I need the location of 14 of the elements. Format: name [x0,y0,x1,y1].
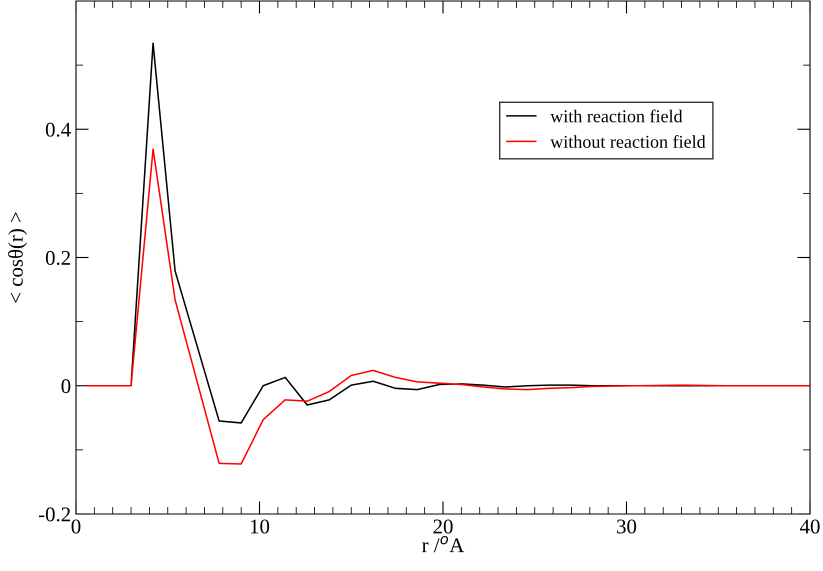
y-tick-label: 0.2 [46,250,70,266]
y-tick-label: 0 [62,379,70,394]
legend-label: without reaction field [550,135,706,148]
y-axis-title: < cosθ(r) > [8,212,28,303]
y-tick-label: -0.2 [38,507,70,522]
x-tick-label: 40 [800,519,820,534]
x-axis-title: r /$^{o}$A [422,536,464,552]
line-series [86,148,810,465]
x-tick-label: 10 [250,519,270,534]
x-tick-label: 30 [617,519,636,534]
y-tick-label: 0.4 [46,122,71,137]
legend-label: with reaction field [550,110,682,122]
x-tick-label: 20 [434,519,453,534]
x-tick-label: 0 [72,519,80,534]
